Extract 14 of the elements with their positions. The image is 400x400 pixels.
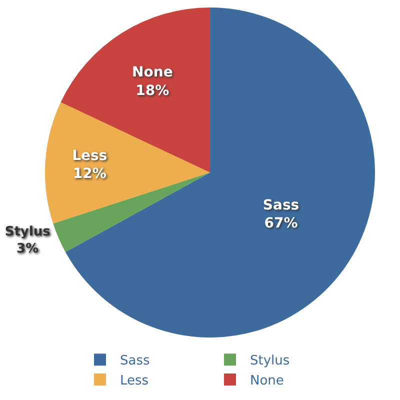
- data-label: 67%: [264, 216, 298, 232]
- pie-slice: [45, 102, 210, 224]
- legend-label: None: [250, 374, 284, 389]
- slice-label: Sass: [262, 197, 300, 214]
- slice-label: None: [132, 64, 173, 81]
- slice-label: Less: [72, 148, 108, 164]
- data-label: 12%: [72, 166, 106, 182]
- legend-label: Less: [120, 374, 149, 389]
- data-label: 18%: [136, 82, 170, 99]
- pie-slice: [65, 8, 375, 338]
- legend-label: Stylus: [250, 354, 290, 369]
- data-label: 3%: [16, 241, 39, 256]
- legend-label: Sass: [120, 354, 150, 369]
- slice-label: Stylus: [4, 224, 51, 240]
